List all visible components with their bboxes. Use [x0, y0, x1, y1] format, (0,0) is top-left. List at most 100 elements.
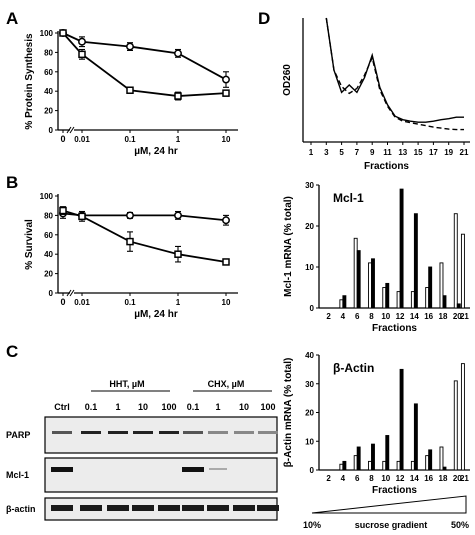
panel-label-c: C	[6, 342, 18, 361]
chart-b-point-square	[126, 237, 134, 246]
mcl1-chart-bar	[410, 291, 415, 309]
actin-chart-bar	[410, 460, 415, 471]
mcl1-chart-x-tick-label: 6	[355, 312, 360, 321]
actin-chart-bar	[442, 466, 447, 471]
actin-chart-x-tick-label: 14	[410, 474, 419, 483]
chart-b-point-circle	[222, 216, 230, 225]
blot-band-parp	[52, 431, 72, 434]
actin-chart-x-axis-label: Fractions	[372, 485, 417, 496]
actin-chart-y-tick-label: 40	[305, 351, 314, 360]
chart-b-axis-break	[69, 289, 75, 297]
actin-chart-y-tick-label: 30	[305, 380, 314, 389]
chart-b-point-square	[222, 258, 230, 266]
gradient-left-label: 10%	[303, 520, 321, 530]
actin-chart-y-tick-label: 0	[310, 466, 315, 475]
chart-a-x-axis-label: µM, 24 hr	[134, 146, 178, 157]
actin-chart-bar	[453, 380, 458, 471]
blot-band-actin	[132, 505, 154, 511]
blot-band-actin	[207, 505, 229, 511]
gradient-right-label: 50%	[451, 520, 469, 530]
blot-band-mcl1	[51, 467, 73, 472]
mcl1-chart-bar	[453, 213, 458, 309]
chart-a-x-tick-label: 10	[222, 135, 231, 144]
gradient-center-label: sucrose gradient	[355, 520, 428, 530]
mcl1-chart-x-axis-label: Fractions	[372, 323, 417, 334]
blot-band-parp	[108, 431, 128, 434]
blot-group-label-hht: HHT, µM	[109, 379, 144, 389]
mcl1-chart-bar	[356, 250, 361, 309]
blot-group-label-chx: CHX, µM	[208, 379, 245, 389]
actin-chart-x-tick-label: 20	[453, 474, 462, 483]
blot-row-label: PARP	[6, 430, 30, 440]
actin-chart-bar	[396, 460, 401, 471]
actin-chart-x-tick-label: 8	[369, 474, 374, 483]
mcl1-chart-x-tick-label: 4	[341, 312, 346, 321]
od-x-tick-label: 11	[383, 148, 392, 157]
od-x-tick-label: 13	[398, 148, 407, 157]
mcl1-chart-x-tick-label: 21	[460, 312, 469, 321]
chart-b-y-tick-label: 100	[40, 192, 54, 201]
blot-band-actin	[107, 505, 129, 511]
chart-a-x-tick-label: 0.01	[74, 135, 90, 144]
actin-chart-x-tick-label: 10	[381, 474, 390, 483]
chart-a-x-tick-label: 0.1	[124, 135, 136, 144]
chart-a-point-circle	[174, 49, 182, 58]
blot-lane-label: 10	[239, 402, 249, 412]
mcl1-chart-x-tick-label: 12	[396, 312, 405, 321]
blot-band-mcl1	[182, 467, 204, 472]
od-y-axis-label: OD260	[282, 64, 293, 96]
blot-band-actin	[158, 505, 180, 511]
actin-chart-bar	[385, 435, 390, 471]
chart-b-x-tick-label: 0.1	[124, 298, 136, 307]
blot-band-mcl1	[209, 468, 227, 470]
panel-label-d: D	[258, 9, 270, 28]
blot-strip	[44, 457, 278, 493]
od-x-tick-label: 7	[355, 148, 360, 157]
mcl1-chart-bar	[353, 237, 358, 309]
chart-a-series-line	[62, 32, 227, 81]
blot-band-parp	[133, 431, 153, 434]
mcl1-chart-y-tick-label: 0	[310, 304, 315, 313]
blot-band-actin	[257, 505, 279, 511]
actin-chart-bar	[339, 463, 344, 471]
actin-chart-bar	[371, 443, 375, 471]
panel-label-a: A	[6, 9, 18, 28]
chart-a-point-square	[174, 92, 182, 100]
chart-a-point-circle	[78, 37, 86, 46]
actin-chart-bar	[356, 446, 361, 471]
od-x-tick-label: 9	[370, 148, 375, 157]
blot-lane-label: 100	[260, 402, 275, 412]
chart-a-axis-break	[69, 126, 75, 134]
chart-a-y-tick-label: 20	[44, 107, 53, 116]
blot-band-parp	[159, 431, 179, 434]
chart-b-point-square	[59, 206, 67, 215]
chart-b-x-tick-label: 10	[222, 298, 231, 307]
chart-b-point-circle	[126, 211, 134, 220]
mcl1-chart-bar	[413, 213, 418, 309]
od-x-tick-label: 19	[444, 148, 453, 157]
chart-a-point-square	[78, 50, 86, 59]
chart-b-y-tick-label: 0	[49, 289, 54, 298]
mcl1-chart-x-tick-label: 16	[424, 312, 433, 321]
actin-chart-x-tick-label: 6	[355, 474, 360, 483]
chart-b-y-tick-label: 60	[44, 231, 53, 240]
actin-chart-bar	[413, 403, 418, 471]
chart-b-y-tick-label: 20	[44, 270, 53, 279]
chart-b-x-tick-label: 0.01	[74, 298, 90, 307]
blot-band-actin	[233, 505, 255, 511]
mcl1-chart-bar	[385, 282, 390, 309]
actin-chart-bar	[428, 449, 433, 471]
od-x-tick-label: 15	[414, 148, 423, 157]
chart-a-y-tick-label: 60	[44, 68, 53, 77]
mcl1-chart-x-tick-label: 10	[381, 312, 390, 321]
mcl1-chart-bar	[342, 295, 347, 309]
chart-a-y-tick-label: 100	[40, 29, 54, 38]
actin-chart-bar	[368, 460, 372, 471]
blot-band-parp	[81, 431, 101, 434]
actin-chart-x-tick-label: 2	[326, 474, 331, 483]
actin-chart-x-tick-label: 21	[460, 474, 469, 483]
chart-a-y-tick-label: 0	[49, 126, 54, 135]
blot-band-parp	[234, 431, 254, 434]
od-x-tick-label: 5	[339, 148, 344, 157]
mcl1-chart-bar	[456, 303, 461, 309]
